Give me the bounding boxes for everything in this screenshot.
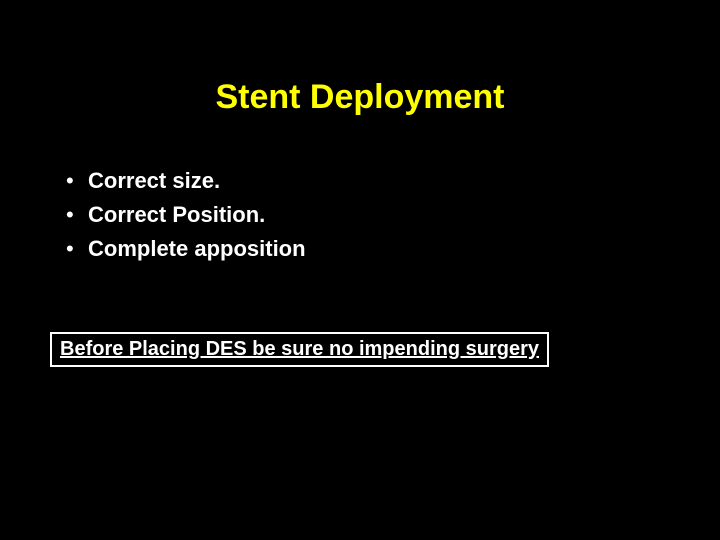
bullet-icon: • bbox=[60, 202, 88, 228]
bullet-list: • Correct size. • Correct Position. • Co… bbox=[60, 168, 306, 270]
bullet-text: Correct Position. bbox=[88, 202, 265, 228]
bullet-text: Correct size. bbox=[88, 168, 220, 194]
list-item: • Correct size. bbox=[60, 168, 306, 194]
boxed-note-text: Before Placing DES be sure no impending … bbox=[60, 338, 539, 360]
slide-title: Stent Deployment bbox=[0, 78, 720, 117]
bullet-icon: • bbox=[60, 236, 88, 262]
bullet-icon: • bbox=[60, 168, 88, 194]
bullet-text: Complete apposition bbox=[88, 236, 306, 262]
list-item: • Correct Position. bbox=[60, 202, 306, 228]
list-item: • Complete apposition bbox=[60, 236, 306, 262]
slide: Stent Deployment • Correct size. • Corre… bbox=[0, 0, 720, 540]
boxed-note: Before Placing DES be sure no impending … bbox=[50, 332, 549, 367]
